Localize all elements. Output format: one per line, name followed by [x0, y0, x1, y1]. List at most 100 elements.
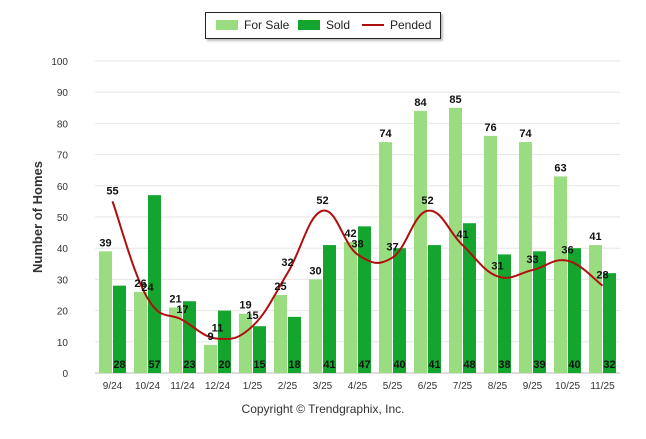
x-tick-label: 6/25 [418, 381, 438, 392]
data-label-pended: 33 [526, 254, 538, 266]
bar-for-sale [169, 307, 182, 373]
legend-label-pended: Pended [390, 18, 432, 32]
x-tick-label: 3/25 [313, 381, 333, 392]
x-tick-label: 4/25 [348, 381, 368, 392]
x-tick-label: 2/25 [278, 381, 298, 392]
data-label-pended: 17 [176, 304, 188, 316]
legend-swatch-for-sale [216, 20, 238, 30]
y-tick-label: 100 [51, 57, 68, 68]
legend-line-pended [362, 24, 384, 26]
x-tick-label: 11/24 [170, 381, 195, 392]
bar-sold [323, 245, 336, 373]
x-tick-label: 10/25 [555, 381, 580, 392]
data-label-sold: 18 [288, 359, 300, 371]
bar-sold [393, 248, 406, 373]
data-label-sold: 40 [393, 359, 405, 371]
data-label-for-sale: 74 [379, 128, 392, 140]
y-tick-label: 60 [57, 182, 69, 193]
copyright-text: Copyright © Trendgraphix, Inc. [241, 402, 405, 416]
data-label-for-sale: 85 [449, 94, 461, 106]
y-tick-label: 90 [57, 88, 69, 99]
bar-sold [113, 285, 126, 373]
y-tick-label: 50 [57, 213, 69, 224]
bar-for-sale [414, 110, 427, 374]
bar-sold [288, 316, 301, 373]
data-label-pended: 38 [351, 238, 363, 250]
data-label-pended: 55 [106, 185, 118, 197]
data-label-for-sale: 30 [309, 265, 321, 277]
data-label-pended: 41 [456, 229, 468, 241]
x-tick-label: 7/25 [453, 381, 473, 392]
bar-sold [498, 254, 511, 373]
y-tick-label: 80 [57, 119, 69, 130]
bar-sold [218, 310, 231, 373]
data-label-pended: 31 [491, 260, 503, 272]
data-label-for-sale: 21 [169, 293, 181, 305]
data-label-sold: 28 [113, 359, 125, 371]
bar-sold [253, 326, 266, 373]
y-tick-label: 0 [62, 369, 68, 380]
bar-sold [568, 248, 581, 373]
data-label-for-sale: 19 [239, 300, 251, 312]
legend-swatch-sold [298, 20, 320, 30]
bar-for-sale [449, 107, 462, 374]
data-label-sold: 20 [218, 359, 230, 371]
data-label-for-sale: 42 [344, 228, 356, 240]
data-label-pended: 36 [561, 245, 573, 257]
bar-for-sale [239, 313, 252, 373]
data-label-for-sale: 9 [207, 331, 213, 343]
legend-label-sold: Sold [326, 18, 351, 32]
bar-for-sale [589, 245, 602, 373]
data-label-sold: 41 [428, 359, 440, 371]
bar-sold [358, 226, 371, 373]
data-label-pended: 52 [421, 195, 433, 207]
x-tick-label: 5/25 [383, 381, 403, 392]
legend-item-sold[interactable]: Sold [298, 13, 358, 38]
bar-sold [533, 251, 546, 373]
y-tick-label: 20 [57, 307, 69, 318]
bar-sold [183, 301, 196, 373]
x-tick-label: 11/25 [590, 381, 615, 392]
data-label-pended: 28 [596, 270, 608, 282]
data-label-sold: 48 [463, 359, 475, 371]
y-tick-label: 40 [57, 244, 69, 255]
data-label-for-sale: 63 [554, 162, 566, 174]
y-axis-title: Number of Homes [30, 161, 45, 273]
data-label-for-sale: 25 [274, 281, 286, 293]
bar-for-sale [204, 344, 217, 373]
bar-for-sale [554, 176, 567, 373]
bar-for-sale [309, 279, 322, 373]
data-label-sold: 32 [603, 359, 615, 371]
x-tick-label: 9/25 [523, 381, 543, 392]
bar-sold [148, 195, 161, 373]
data-label-sold: 38 [498, 359, 510, 371]
data-label-pended: 15 [246, 310, 258, 322]
bar-for-sale [519, 142, 532, 373]
x-tick-label: 12/24 [205, 381, 230, 392]
chart-legend: For Sale Sold Pended [205, 12, 441, 39]
data-label-pended: 24 [141, 282, 154, 294]
legend-label-for-sale: For Sale [244, 18, 290, 32]
bar-sold [428, 245, 441, 373]
legend-item-pended[interactable]: Pended [362, 13, 437, 38]
data-label-sold: 15 [253, 359, 265, 371]
x-tick-label: 1/25 [243, 381, 263, 392]
data-label-for-sale: 41 [589, 231, 601, 243]
data-label-pended: 32 [281, 257, 293, 269]
x-tick-label: 8/25 [488, 381, 508, 392]
data-label-sold: 40 [568, 359, 580, 371]
y-tick-label: 70 [57, 151, 69, 162]
legend-item-for-sale[interactable]: For Sale [216, 13, 291, 38]
bar-sold [603, 273, 616, 373]
data-label-pended: 11 [212, 323, 224, 335]
bar-for-sale [134, 291, 147, 373]
data-label-sold: 47 [358, 359, 370, 371]
y-tick-label: 30 [57, 275, 69, 286]
bar-for-sale [344, 241, 357, 373]
data-label-sold: 41 [323, 359, 335, 371]
bar-for-sale [99, 251, 112, 373]
data-label-for-sale: 74 [519, 128, 532, 140]
bar-sold [463, 223, 476, 373]
data-label-for-sale: 84 [414, 97, 427, 109]
